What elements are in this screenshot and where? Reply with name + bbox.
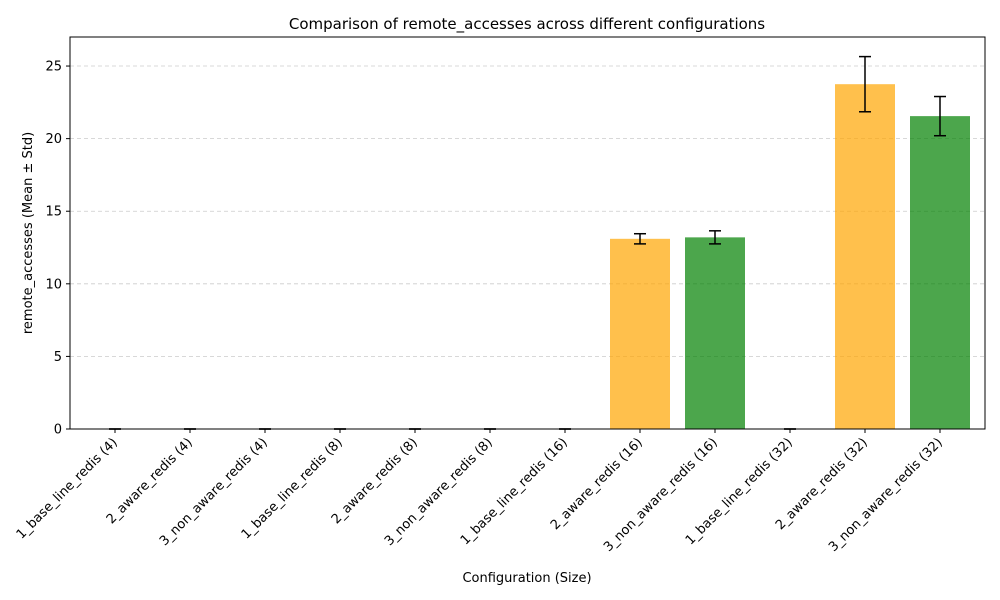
- y-tick-label: 15: [45, 205, 62, 220]
- x-tick-label: 1_base_line_redis (4): [14, 435, 121, 542]
- bar: [910, 116, 970, 430]
- error-bar: [709, 230, 721, 245]
- y-tick-label: 25: [45, 60, 62, 75]
- x-ticks: 1_base_line_redis (4)2_aware_redis (4)3_…: [14, 429, 946, 555]
- bars: [109, 55, 970, 430]
- error-bar: [634, 232, 646, 245]
- bar: [685, 237, 745, 429]
- bar: [610, 238, 670, 429]
- y-axis-label: remote_accesses (Mean ± Std): [21, 132, 36, 334]
- y-tick-label: 0: [54, 423, 62, 438]
- bar: [835, 84, 895, 430]
- error-bar: [859, 55, 871, 113]
- chart-title: Comparison of remote_accesses across dif…: [289, 15, 765, 34]
- y-ticks: 0 5 10 15 20 25: [45, 60, 70, 438]
- y-tick-label: 20: [45, 132, 62, 147]
- y-tick-label: 5: [54, 350, 62, 365]
- y-tick-label: 10: [45, 277, 62, 292]
- error-bar: [934, 95, 946, 137]
- plot-frame: [69, 36, 986, 430]
- x-axis-label: Configuration (Size): [462, 571, 591, 586]
